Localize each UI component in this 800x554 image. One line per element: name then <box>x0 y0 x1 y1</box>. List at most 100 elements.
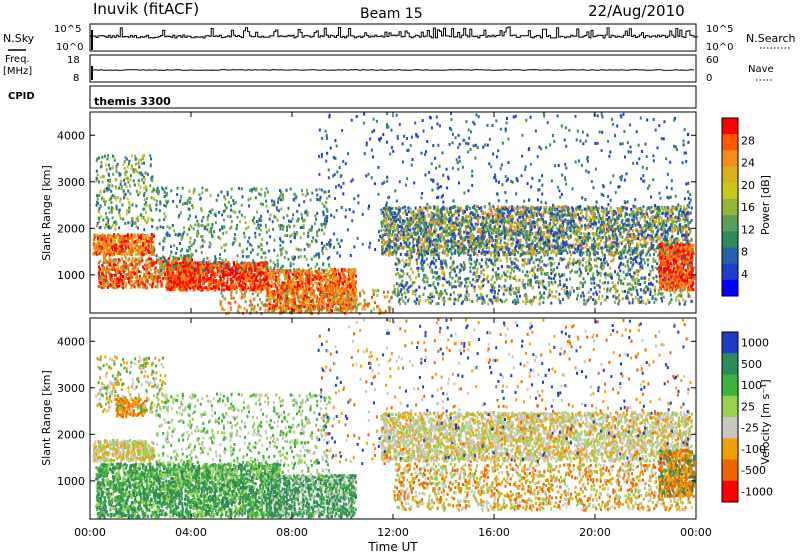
power-cell <box>261 280 264 284</box>
power-cell <box>105 250 108 254</box>
power-cell <box>130 174 132 178</box>
power-cell <box>138 285 141 289</box>
power-cell <box>270 280 273 284</box>
power-cell <box>113 246 116 250</box>
power-cell <box>317 288 320 292</box>
power-cell <box>103 235 106 239</box>
power-cell <box>242 249 245 253</box>
power-cell <box>259 290 262 294</box>
power-cell <box>188 207 191 211</box>
power-cell <box>287 224 290 228</box>
power-cell <box>159 225 162 229</box>
power-cell <box>186 272 189 276</box>
power-cell <box>143 284 146 287</box>
power-cell <box>174 287 177 291</box>
power-cell <box>328 189 330 193</box>
power-cell <box>137 193 140 197</box>
power-cell <box>121 251 124 255</box>
power-cell <box>324 225 327 229</box>
power-cell <box>149 164 152 168</box>
power-cell <box>129 236 132 240</box>
power-cell <box>150 257 153 261</box>
power-cell <box>281 296 284 300</box>
power-cell <box>384 309 387 313</box>
radar-title: Inuvik (fitACF) <box>93 0 199 18</box>
power-cell <box>208 260 211 264</box>
power-cell <box>171 276 174 279</box>
power-cell <box>96 239 99 243</box>
power-cell <box>282 291 285 294</box>
power-cell <box>192 227 195 231</box>
power-cell <box>107 179 110 182</box>
power-cell <box>140 236 143 240</box>
power-cell <box>307 298 310 301</box>
power-cell <box>127 180 130 184</box>
power-cell <box>118 276 121 279</box>
power-cell <box>116 277 119 281</box>
power-cell <box>168 288 171 291</box>
power-cell <box>484 211 487 215</box>
power-cell <box>115 271 118 275</box>
power-cell <box>323 190 326 194</box>
power-cell <box>190 269 193 273</box>
power-cell <box>200 264 203 268</box>
power-cell <box>126 177 129 181</box>
power-cell <box>304 269 307 273</box>
power-cell <box>93 238 95 242</box>
power-cell <box>354 302 357 306</box>
power-cell <box>325 190 328 194</box>
power-cell <box>342 273 345 277</box>
power-cell <box>108 163 110 167</box>
power-cell <box>241 195 244 199</box>
power-cell <box>98 210 101 214</box>
power-cell <box>113 252 116 256</box>
power-cell <box>197 223 200 227</box>
power-cell <box>260 218 263 222</box>
power-cell <box>112 250 115 254</box>
power-cell <box>322 222 325 226</box>
power-cell <box>150 251 153 254</box>
power-cell <box>147 240 150 244</box>
power-cell <box>311 191 314 195</box>
power-cell <box>234 286 237 290</box>
power-cell <box>100 282 103 285</box>
power-cell <box>124 265 127 269</box>
power-cell <box>103 250 106 254</box>
power-cell <box>338 289 341 293</box>
power-cell <box>283 274 286 278</box>
power-cell <box>149 184 152 188</box>
power-cell <box>168 261 170 264</box>
nave-label: Nave <box>748 64 774 75</box>
power-cell <box>329 298 332 302</box>
power-cell <box>295 288 298 291</box>
power-cell <box>256 279 259 283</box>
power-cell <box>245 269 248 273</box>
power-cell <box>131 267 134 271</box>
power-cell <box>271 203 274 207</box>
power-cell <box>180 249 182 253</box>
power-cell <box>196 283 199 287</box>
power-cell <box>108 253 111 257</box>
power-cell <box>125 236 128 240</box>
power-cell <box>299 300 302 304</box>
power-heatmap <box>92 112 696 316</box>
power-cell <box>106 243 109 247</box>
power-cell <box>227 301 230 305</box>
power-cell <box>201 235 204 239</box>
power-cell <box>104 246 107 250</box>
power-cell <box>208 279 211 282</box>
power-cell <box>104 261 107 264</box>
power-cell <box>179 285 182 289</box>
power-cell <box>283 256 286 260</box>
power-cell <box>95 248 98 252</box>
power-cell <box>113 156 116 160</box>
power-cell <box>123 260 126 264</box>
power-cell <box>291 298 294 302</box>
power-cell <box>106 285 109 289</box>
power-cell <box>120 248 123 252</box>
power-cell <box>268 270 271 274</box>
power-cell <box>111 284 114 287</box>
power-cell <box>256 210 258 214</box>
power-cell <box>130 243 133 246</box>
power-cell <box>150 236 153 240</box>
